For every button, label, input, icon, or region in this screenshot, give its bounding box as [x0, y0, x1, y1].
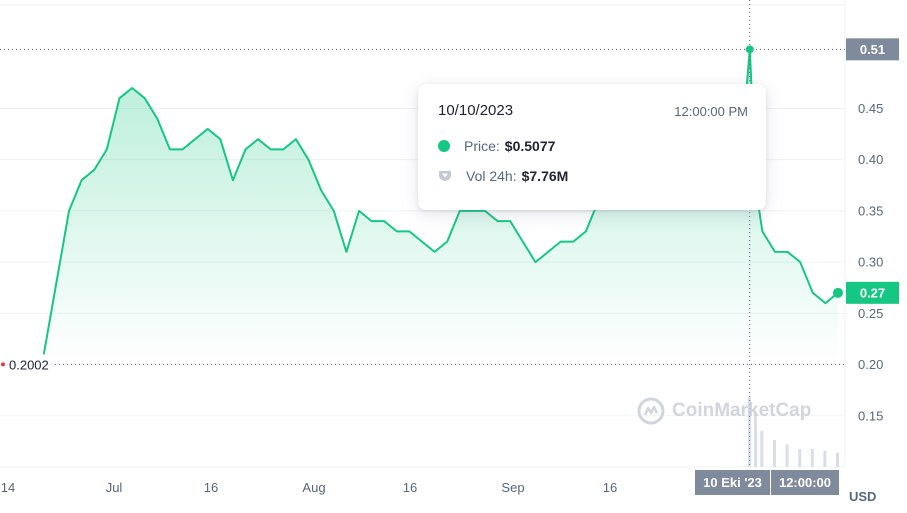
y-tick-label: 0.30: [858, 255, 883, 270]
hover-point: [745, 45, 754, 54]
volume-value: $7.76M: [521, 168, 569, 184]
crosshair-date-badge: 10 Eki '23: [703, 475, 762, 490]
tooltip-time: 12:00:00 PM: [674, 104, 748, 119]
x-tick-label: Jul: [106, 480, 123, 495]
low-marker-dot: [1, 362, 5, 367]
currency-label: USD: [849, 489, 876, 504]
volume-bar: [785, 444, 789, 467]
y-tick-label: 0.20: [858, 357, 883, 372]
x-tick-label: 16: [204, 480, 218, 495]
price-dot-icon: [438, 140, 450, 152]
crosshair-time-badge-bg: [771, 470, 839, 495]
last-price-point: [833, 287, 843, 298]
coinmarketcap-logo-icon: [637, 397, 665, 425]
volume-label: Vol 24h:: [466, 168, 517, 184]
high-price-badge: 0.51: [860, 42, 885, 57]
x-tick-label: 14: [1, 480, 15, 495]
volume-bar: [836, 452, 839, 467]
x-tick-label: Sep: [501, 480, 524, 495]
high-price-badge-bg: [846, 38, 899, 61]
tooltip: 10/10/2023 12:00:00 PM Price: $0.5077 Vo…: [418, 84, 766, 210]
y-tick-label: 0.25: [858, 306, 883, 321]
price-area: [43, 49, 839, 365]
volume-bar: [810, 448, 814, 467]
volume-bar: [823, 450, 827, 467]
y-tick-label: 0.40: [858, 152, 883, 167]
current-price-badge-bg: [846, 281, 899, 304]
low-price-label: 0.2002: [9, 357, 49, 372]
y-tick-label: 0.15: [858, 408, 883, 423]
x-tick-label: 16: [603, 480, 617, 495]
volume-bar: [798, 448, 802, 467]
volume-bar: [754, 412, 758, 467]
crosshair-date-badge-bg: [695, 470, 770, 495]
x-tick-label: 16: [403, 480, 417, 495]
current-price-badge: 0.27: [860, 285, 885, 300]
volume-bar: [760, 430, 764, 467]
y-tick-label: 0.45: [858, 101, 883, 116]
price-value: $0.5077: [504, 138, 556, 154]
crosshair-time-badge: 12:00:00: [779, 475, 831, 490]
volume-bar: [772, 439, 776, 467]
tooltip-price-row: Price: $0.5077: [438, 138, 555, 154]
watermark: CoinMarketCap: [636, 396, 811, 426]
price-label: Price:: [464, 138, 500, 154]
watermark-text: CoinMarketCap: [672, 400, 812, 421]
volume-shield-icon: [439, 171, 451, 181]
y-tick-label: 0.35: [858, 203, 883, 218]
tooltip-date: 10/10/2023: [438, 102, 514, 119]
tooltip-volume-row: Vol 24h: $7.76M: [438, 168, 568, 184]
x-tick-label: Aug: [302, 480, 325, 495]
